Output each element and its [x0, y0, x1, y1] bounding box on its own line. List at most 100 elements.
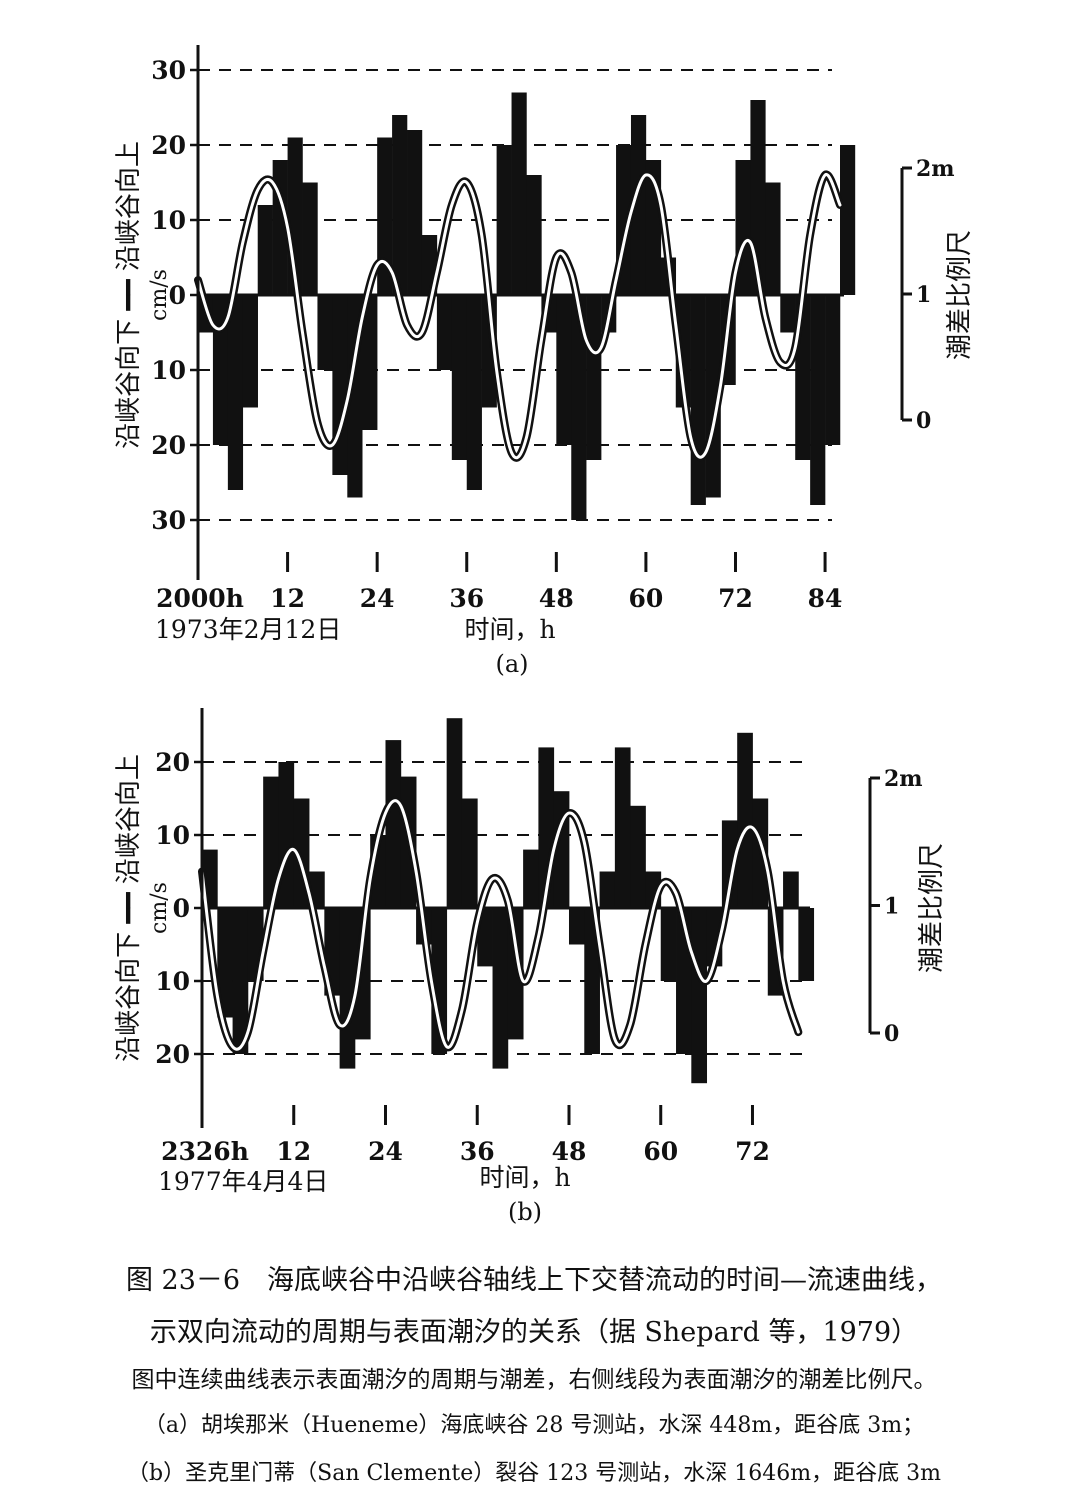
velocity-bar	[511, 92, 527, 295]
tide-scale-label: 0	[884, 1021, 899, 1047]
tide-curve	[198, 796, 803, 1054]
velocity-bar	[571, 295, 587, 520]
velocity-bar	[586, 295, 602, 460]
x-tick-label: 60	[629, 584, 664, 613]
velocity-bar	[810, 295, 826, 505]
y-tick-label: 10	[155, 821, 190, 850]
velocity-bar	[630, 115, 647, 295]
y-axis-label: 沿峡谷向下 ━━ 沿峡谷向上	[114, 754, 144, 1062]
figure-caption-panel-b: （b）圣克里门蒂（San Clemente）裂谷 123 号测站，水深 1646…	[127, 1461, 941, 1486]
velocity-bar	[466, 295, 482, 490]
axes	[190, 45, 827, 580]
velocity-bar	[217, 908, 233, 1018]
x-tick-label: 12	[270, 584, 305, 613]
velocity-bar	[798, 908, 815, 981]
velocity-bars	[198, 92, 856, 520]
velocity-bar	[257, 205, 273, 295]
velocity-bar	[263, 776, 279, 908]
tide-curve-line	[196, 173, 842, 460]
tide-scale-label: 1	[916, 282, 931, 308]
velocity-bar	[461, 798, 478, 908]
velocity-bar	[690, 295, 706, 505]
tide-scale-label: 潮差比例尺	[945, 230, 975, 360]
y-tick-label: 10	[151, 206, 186, 235]
velocity-bar	[492, 908, 509, 1069]
x-tick-label: 60	[643, 1137, 678, 1166]
y-tick-label: 20	[151, 131, 186, 160]
velocity-bar	[242, 295, 258, 408]
x-tick-label: 36	[460, 1137, 495, 1166]
y-tick-label: 0	[169, 281, 186, 310]
x-tick-label: 12	[276, 1137, 311, 1166]
velocity-bar	[392, 115, 408, 295]
y-axis-unit: cm/s	[147, 269, 172, 321]
x-tick-label: 24	[368, 1137, 403, 1166]
velocity-bar	[523, 849, 539, 908]
x-axis-label: 时间，h	[464, 615, 555, 644]
velocity-bar	[783, 871, 799, 908]
velocity-bar	[737, 732, 753, 908]
x-tick-label: 24	[360, 584, 395, 613]
tide-scale-label: 1	[884, 894, 899, 920]
velocity-bar	[568, 908, 585, 945]
x-tick-label: 48	[539, 584, 574, 613]
x-tick-label: 48	[552, 1137, 587, 1166]
velocity-bar	[232, 908, 249, 1054]
velocity-bar	[385, 740, 402, 908]
x-tick-labels: 12 24 36 48 60 72 84	[270, 584, 842, 613]
y-tick-label: 30	[151, 56, 186, 85]
velocity-bar	[317, 295, 333, 370]
velocity-bar	[660, 908, 677, 981]
start-time-label: 2000h	[156, 584, 244, 613]
y-tick-labels: 30 20 10 0 10 20 30	[151, 56, 186, 535]
y-tick-label: 0	[173, 894, 190, 923]
axes	[194, 708, 754, 1128]
velocity-bar	[436, 295, 453, 370]
velocity-bar	[691, 908, 708, 1084]
tide-scale: 2m 1 0	[900, 156, 955, 434]
velocity-bar	[825, 295, 841, 445]
figure-caption-panel-a: （a）胡埃那米（Hueneme）海底峡谷 28 号测站，水深 448m，距谷底 …	[143, 1413, 925, 1438]
start-date-label: 1977年4月4日	[158, 1167, 328, 1196]
x-tick-labels: 12 24 36 48 60 72	[276, 1137, 770, 1166]
tide-scale-label: 潮差比例尺	[917, 843, 947, 973]
velocity-bar	[451, 295, 468, 460]
velocity-bar	[496, 145, 512, 295]
velocity-bar	[556, 295, 572, 445]
x-axis-label: 时间，h	[479, 1163, 570, 1192]
tide-curve	[194, 170, 844, 462]
panel-label: (b)	[508, 1198, 542, 1226]
figure-caption-title: 图 23－6 海底峡谷中沿峡谷轴线上下交替流动的时间—流速曲线，	[125, 1265, 943, 1296]
velocity-bar	[227, 295, 244, 490]
y-tick-label: 10	[155, 967, 190, 996]
y-axis-unit: cm/s	[147, 882, 172, 934]
y-tick-label: 20	[155, 748, 190, 777]
velocity-bars	[202, 718, 815, 1084]
start-time-label: 2326h	[161, 1137, 249, 1166]
tide-scale-label: 0	[916, 408, 931, 434]
velocity-bar	[599, 871, 616, 908]
figure-caption-subtitle: 示双向流动的周期与表面潮汐的关系（据 Shepard 等，1979）	[149, 1317, 919, 1348]
y-tick-label: 20	[155, 1040, 190, 1069]
start-date-label: 1973年2月12日	[155, 615, 341, 644]
velocity-bar	[780, 295, 796, 333]
velocity-bar	[446, 718, 463, 908]
x-tick-label: 84	[808, 584, 843, 613]
y-tick-label: 20	[151, 431, 186, 460]
y-tick-label: 30	[151, 506, 186, 535]
tide-curve-line	[200, 799, 800, 1051]
y-tick-label: 10	[151, 356, 186, 385]
velocity-bar	[630, 805, 646, 908]
x-tick-label: 36	[449, 584, 484, 613]
tide-scale-label: 2m	[916, 156, 955, 182]
tide-scale-label: 2m	[884, 766, 923, 792]
velocity-bar	[614, 747, 631, 908]
velocity-bar	[407, 130, 423, 295]
velocity-bar	[362, 295, 378, 430]
x-tick-label: 72	[718, 584, 753, 613]
panel-label: (a)	[495, 650, 528, 678]
velocity-bar	[526, 175, 542, 295]
x-tick-label: 72	[735, 1137, 770, 1166]
velocity-bar	[840, 145, 856, 295]
